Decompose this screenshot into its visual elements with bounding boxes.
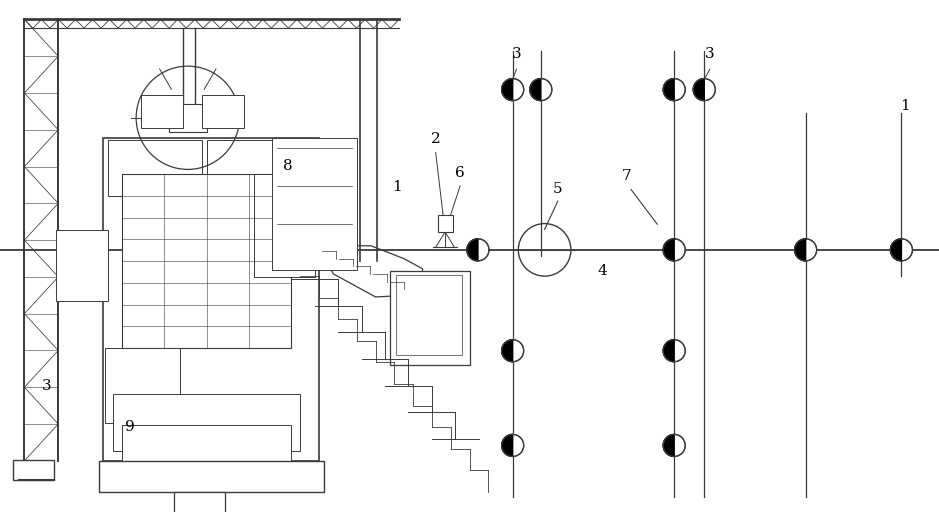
- Text: 1: 1: [393, 180, 402, 194]
- Bar: [122, 425, 291, 481]
- Circle shape: [501, 79, 524, 100]
- Wedge shape: [501, 79, 513, 100]
- Wedge shape: [663, 435, 674, 456]
- Wedge shape: [890, 239, 901, 261]
- Circle shape: [501, 340, 524, 361]
- Circle shape: [663, 340, 685, 361]
- Text: 3: 3: [705, 48, 715, 61]
- Wedge shape: [501, 340, 513, 361]
- Wedge shape: [663, 79, 674, 100]
- Bar: [202, 95, 244, 127]
- Text: 5: 5: [553, 182, 562, 196]
- Text: 8: 8: [283, 159, 292, 173]
- Bar: [141, 95, 183, 127]
- Bar: [103, 138, 319, 461]
- Bar: [105, 348, 180, 423]
- Circle shape: [501, 435, 524, 456]
- Circle shape: [794, 239, 817, 261]
- Wedge shape: [530, 79, 541, 100]
- Wedge shape: [663, 340, 674, 361]
- Circle shape: [663, 239, 685, 261]
- Bar: [272, 138, 357, 270]
- Text: 7: 7: [622, 169, 631, 183]
- Bar: [99, 461, 324, 492]
- Bar: [254, 174, 315, 278]
- Text: 6: 6: [455, 166, 465, 180]
- Circle shape: [663, 435, 685, 456]
- Circle shape: [467, 239, 489, 261]
- Text: 1: 1: [901, 99, 910, 113]
- Bar: [113, 394, 300, 451]
- Wedge shape: [663, 239, 674, 261]
- Wedge shape: [467, 239, 478, 261]
- Text: 9: 9: [125, 420, 134, 434]
- Bar: [396, 275, 462, 355]
- Bar: [207, 140, 286, 196]
- Text: 2: 2: [431, 132, 440, 146]
- Circle shape: [530, 79, 552, 100]
- Bar: [13, 460, 54, 480]
- Wedge shape: [693, 79, 704, 100]
- Bar: [108, 140, 202, 196]
- Circle shape: [693, 79, 716, 100]
- Bar: [174, 492, 225, 512]
- Text: 3: 3: [512, 48, 521, 61]
- Bar: [56, 230, 108, 301]
- Wedge shape: [501, 435, 513, 456]
- Circle shape: [663, 79, 685, 100]
- Bar: [438, 215, 453, 232]
- Bar: [122, 174, 291, 348]
- Bar: [169, 103, 207, 132]
- Text: 4: 4: [598, 264, 608, 278]
- Wedge shape: [794, 239, 806, 261]
- Text: 3: 3: [42, 379, 52, 393]
- Bar: [390, 271, 470, 365]
- Circle shape: [890, 239, 913, 261]
